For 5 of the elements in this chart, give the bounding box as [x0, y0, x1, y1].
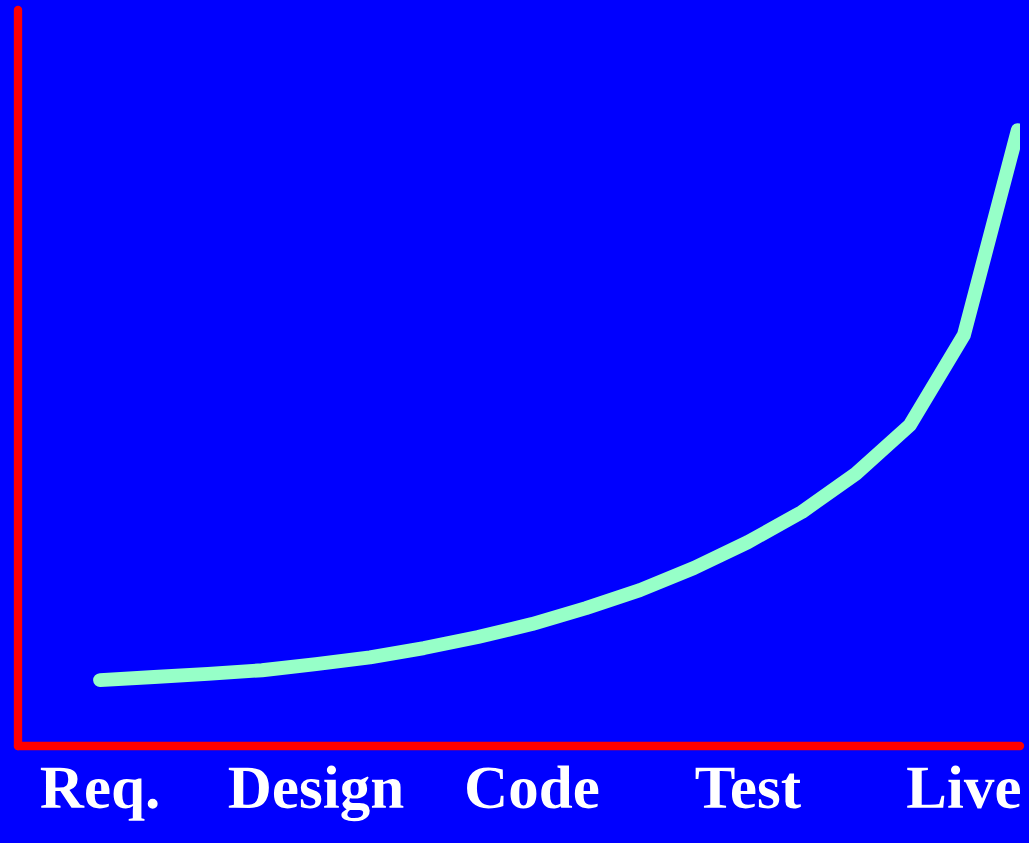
x-tick-label: Req.: [40, 767, 158, 821]
x-tick-label: Code: [467, 765, 599, 809]
x-tick-label: Design: [228, 765, 404, 822]
x-tick-label: Live: [907, 765, 1020, 809]
x-tick-label: Test: [695, 767, 801, 809]
